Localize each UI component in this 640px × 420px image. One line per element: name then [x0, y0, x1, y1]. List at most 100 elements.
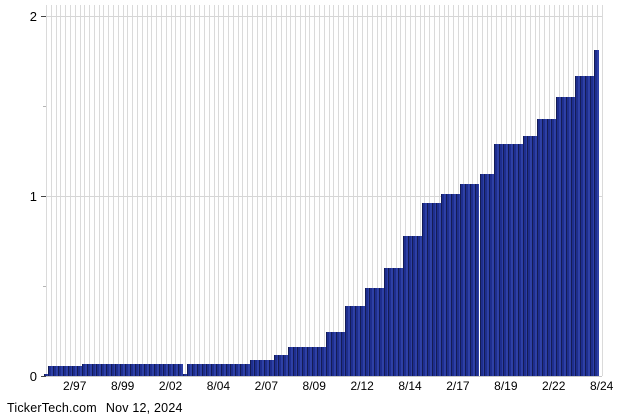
dividend-bar: [153, 364, 159, 376]
dividend-bar: [575, 76, 581, 376]
vertical-gridline: [60, 5, 62, 376]
x-tick-label: 8/09: [302, 379, 326, 393]
dividend-bar: [48, 366, 54, 376]
vertical-gridline: [347, 5, 349, 376]
vertical-gridline: [237, 5, 239, 376]
vertical-gridline: [333, 5, 335, 376]
vertical-gridline: [170, 5, 172, 376]
vertical-gridline: [266, 5, 268, 376]
dividend-bar: [556, 97, 561, 376]
vertical-gridline: [448, 5, 450, 376]
vertical-gridline: [50, 5, 52, 376]
vertical-gridline: [46, 5, 47, 376]
dividend-bar: [86, 364, 92, 376]
dividend-bar: [77, 366, 82, 376]
vertical-gridline: [74, 5, 76, 376]
x-tick-label: 2/02: [158, 379, 183, 393]
vertical-gridline: [108, 5, 110, 376]
dividend-bar: [378, 288, 384, 376]
y-axis-minor-tick: [43, 106, 46, 107]
vertical-gridline: [395, 5, 397, 376]
x-tick-label: 8/04: [206, 379, 231, 393]
y-tick-label: 0: [29, 369, 37, 384]
x-tick-label: 8/24: [589, 379, 614, 393]
dividend-bar: [374, 288, 379, 376]
dividend-bar: [431, 203, 437, 376]
dividend-bar: [345, 306, 351, 376]
dividend-bar: [235, 364, 240, 376]
dividend-bar: [278, 355, 284, 376]
vertical-gridline: [309, 5, 311, 376]
dividend-bar: [513, 144, 518, 376]
dividend-bar: [508, 144, 514, 376]
x-tick-label: 2/22: [542, 379, 566, 393]
dividend-bar: [354, 306, 360, 376]
dividend-bar: [216, 364, 221, 376]
dividend-bar: [340, 332, 346, 376]
dividend-bar: [43, 374, 49, 376]
vertical-gridline: [328, 5, 330, 376]
vertical-gridline: [55, 5, 57, 376]
dividend-bar: [441, 194, 446, 376]
dividend-bar: [115, 364, 121, 376]
x-axis-baseline: [46, 376, 602, 377]
dividend-bar: [110, 364, 116, 376]
vertical-gridline: [132, 5, 134, 376]
dividend-bar: [594, 50, 600, 376]
dividend-bar: [297, 347, 303, 376]
vertical-gridline: [137, 5, 138, 376]
dividend-bar: [120, 364, 126, 376]
vertical-gridline: [314, 5, 316, 376]
vertical-gridline: [362, 5, 364, 376]
dividend-bar: [196, 364, 202, 376]
horizontal-gridline: [46, 196, 602, 197]
vertical-gridline: [285, 5, 287, 376]
dividend-bar: [532, 136, 537, 376]
vertical-gridline: [194, 5, 196, 376]
vertical-gridline: [400, 5, 402, 376]
dividend-bar: [62, 366, 68, 376]
dividend-bar: [125, 364, 130, 376]
dividend-bar: [302, 347, 308, 376]
vertical-gridline: [79, 5, 81, 376]
dividend-bar: [249, 360, 255, 376]
dividend-bar: [163, 364, 169, 376]
dividend-bar: [469, 184, 475, 376]
x-tick-label: 2/97: [63, 379, 87, 393]
dividend-bar: [91, 364, 97, 376]
vertical-gridline: [390, 5, 392, 376]
dividend-bar: [465, 184, 470, 376]
source-credit: TickerTech.com: [7, 401, 97, 415]
dividend-bar: [67, 366, 73, 376]
dividend-bar: [402, 236, 408, 376]
vertical-gridline: [280, 5, 282, 376]
vertical-gridline: [376, 5, 378, 376]
dividend-bar: [331, 332, 336, 376]
vertical-gridline: [338, 5, 340, 376]
vertical-gridline: [223, 5, 225, 376]
dividend-bar: [393, 268, 399, 376]
dividend-bar: [201, 364, 207, 376]
dividend-bar: [139, 364, 145, 376]
vertical-gridline: [113, 5, 115, 376]
dividend-bar: [455, 194, 461, 376]
vertical-gridline: [414, 5, 416, 376]
vertical-gridline: [453, 5, 455, 376]
dividend-bar: [460, 184, 466, 376]
dividend-bar: [398, 268, 403, 376]
vertical-gridline: [180, 5, 182, 376]
vertical-gridline: [160, 5, 162, 376]
vertical-gridline: [122, 5, 124, 376]
dividend-bar: [168, 364, 173, 376]
vertical-gridline: [98, 5, 100, 376]
dividend-bar: [560, 97, 566, 376]
dividend-bar: [144, 364, 149, 376]
dividend-bar: [244, 364, 250, 376]
vertical-gridline: [117, 5, 119, 376]
dividend-bar: [335, 332, 341, 376]
vertical-gridline: [433, 5, 435, 376]
dividend-bar: [230, 364, 236, 376]
vertical-gridline: [405, 5, 407, 376]
dividend-bar: [273, 355, 279, 376]
